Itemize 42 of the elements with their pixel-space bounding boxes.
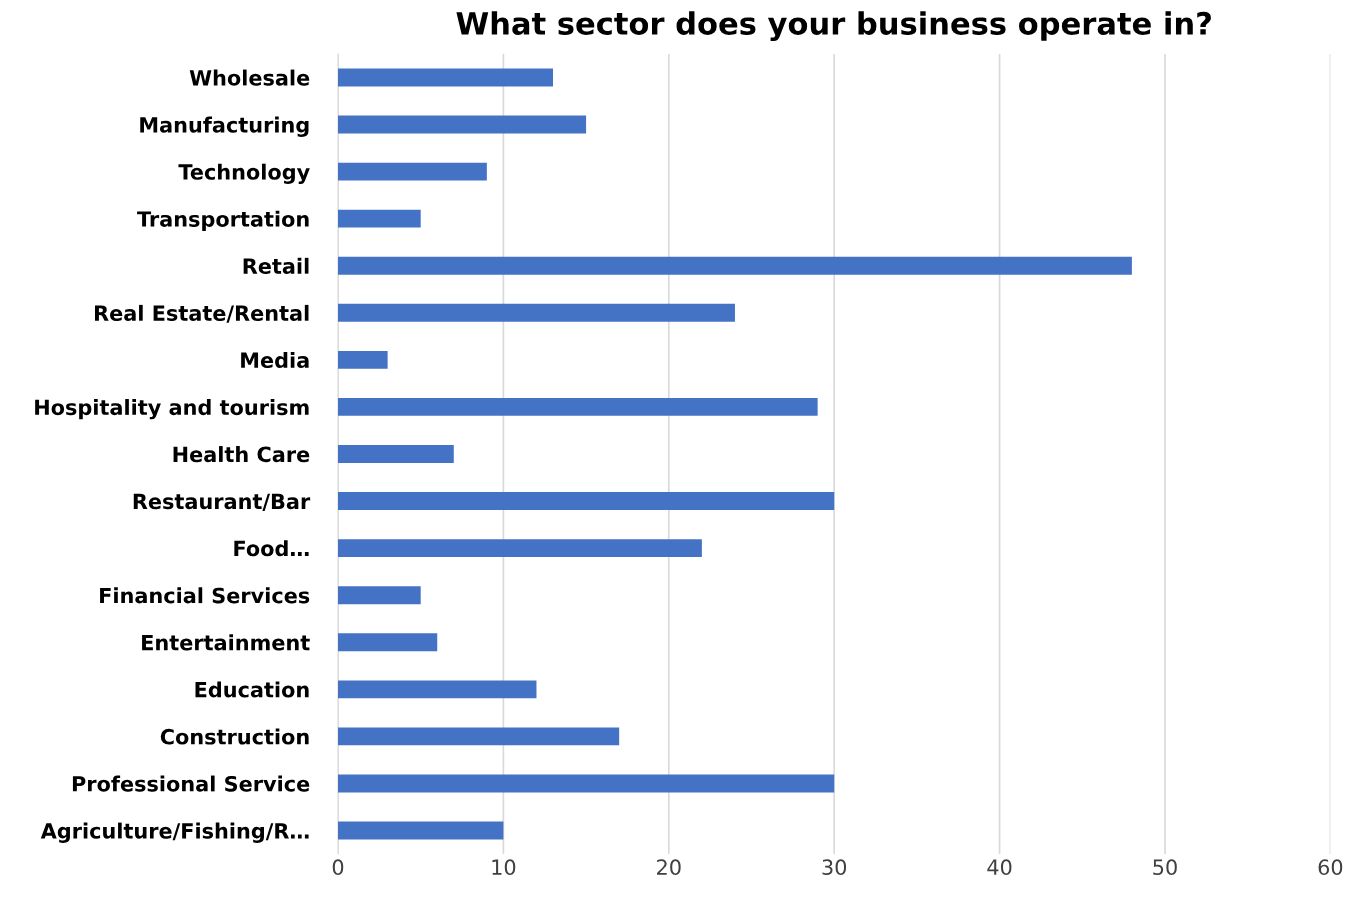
bar bbox=[338, 727, 620, 746]
bar bbox=[338, 68, 554, 87]
bar bbox=[338, 633, 438, 652]
y-tick-label: Agriculture/Fishing/R… bbox=[40, 822, 309, 843]
y-tick-label: Professional Service bbox=[72, 775, 310, 792]
bar bbox=[338, 162, 487, 181]
bar bbox=[338, 303, 735, 322]
y-tick-label: Restaurant/Bar bbox=[133, 493, 311, 511]
bar bbox=[338, 397, 818, 416]
x-tick-label: 10 bbox=[492, 859, 516, 876]
y-tick-label: Transportation bbox=[137, 210, 309, 231]
chart-title: What sector does your business operate in? bbox=[456, 11, 1211, 42]
y-tick-label: Education bbox=[195, 681, 309, 698]
y-tick-label: Health Care bbox=[173, 446, 310, 463]
bar bbox=[338, 350, 388, 369]
y-tick-label: Entertainment bbox=[142, 634, 310, 651]
x-tick-label: 30 bbox=[822, 859, 847, 876]
y-tick-label: Media bbox=[241, 351, 309, 369]
x-tick-label: 0 bbox=[332, 859, 344, 876]
x-tick-label: 20 bbox=[657, 859, 681, 876]
bar bbox=[338, 115, 587, 134]
bar bbox=[338, 586, 421, 605]
y-tick-label: Wholesale bbox=[189, 69, 310, 86]
x-tick-label: 60 bbox=[1318, 859, 1343, 876]
y-tick-label: Hospitality and tourism bbox=[35, 399, 309, 420]
x-tick-label: 50 bbox=[1153, 859, 1177, 876]
bar bbox=[338, 680, 537, 699]
bar bbox=[338, 445, 454, 463]
bar bbox=[338, 774, 835, 793]
y-tick-label: Food… bbox=[234, 540, 309, 557]
bar bbox=[338, 821, 504, 840]
y-tick-label: Retail bbox=[243, 257, 309, 274]
x-tick-label: 40 bbox=[987, 859, 1012, 876]
bar bbox=[338, 256, 1132, 275]
y-tick-label: Manufacturing bbox=[140, 116, 309, 137]
y-tick-label: Financial Services bbox=[100, 587, 310, 604]
bar bbox=[338, 539, 702, 558]
bar bbox=[338, 492, 835, 510]
y-tick-label: Real Estate/Rental bbox=[95, 304, 309, 323]
bar bbox=[338, 209, 421, 228]
y-tick-label: Technology bbox=[178, 163, 310, 185]
y-tick-label: Construction bbox=[160, 728, 309, 745]
